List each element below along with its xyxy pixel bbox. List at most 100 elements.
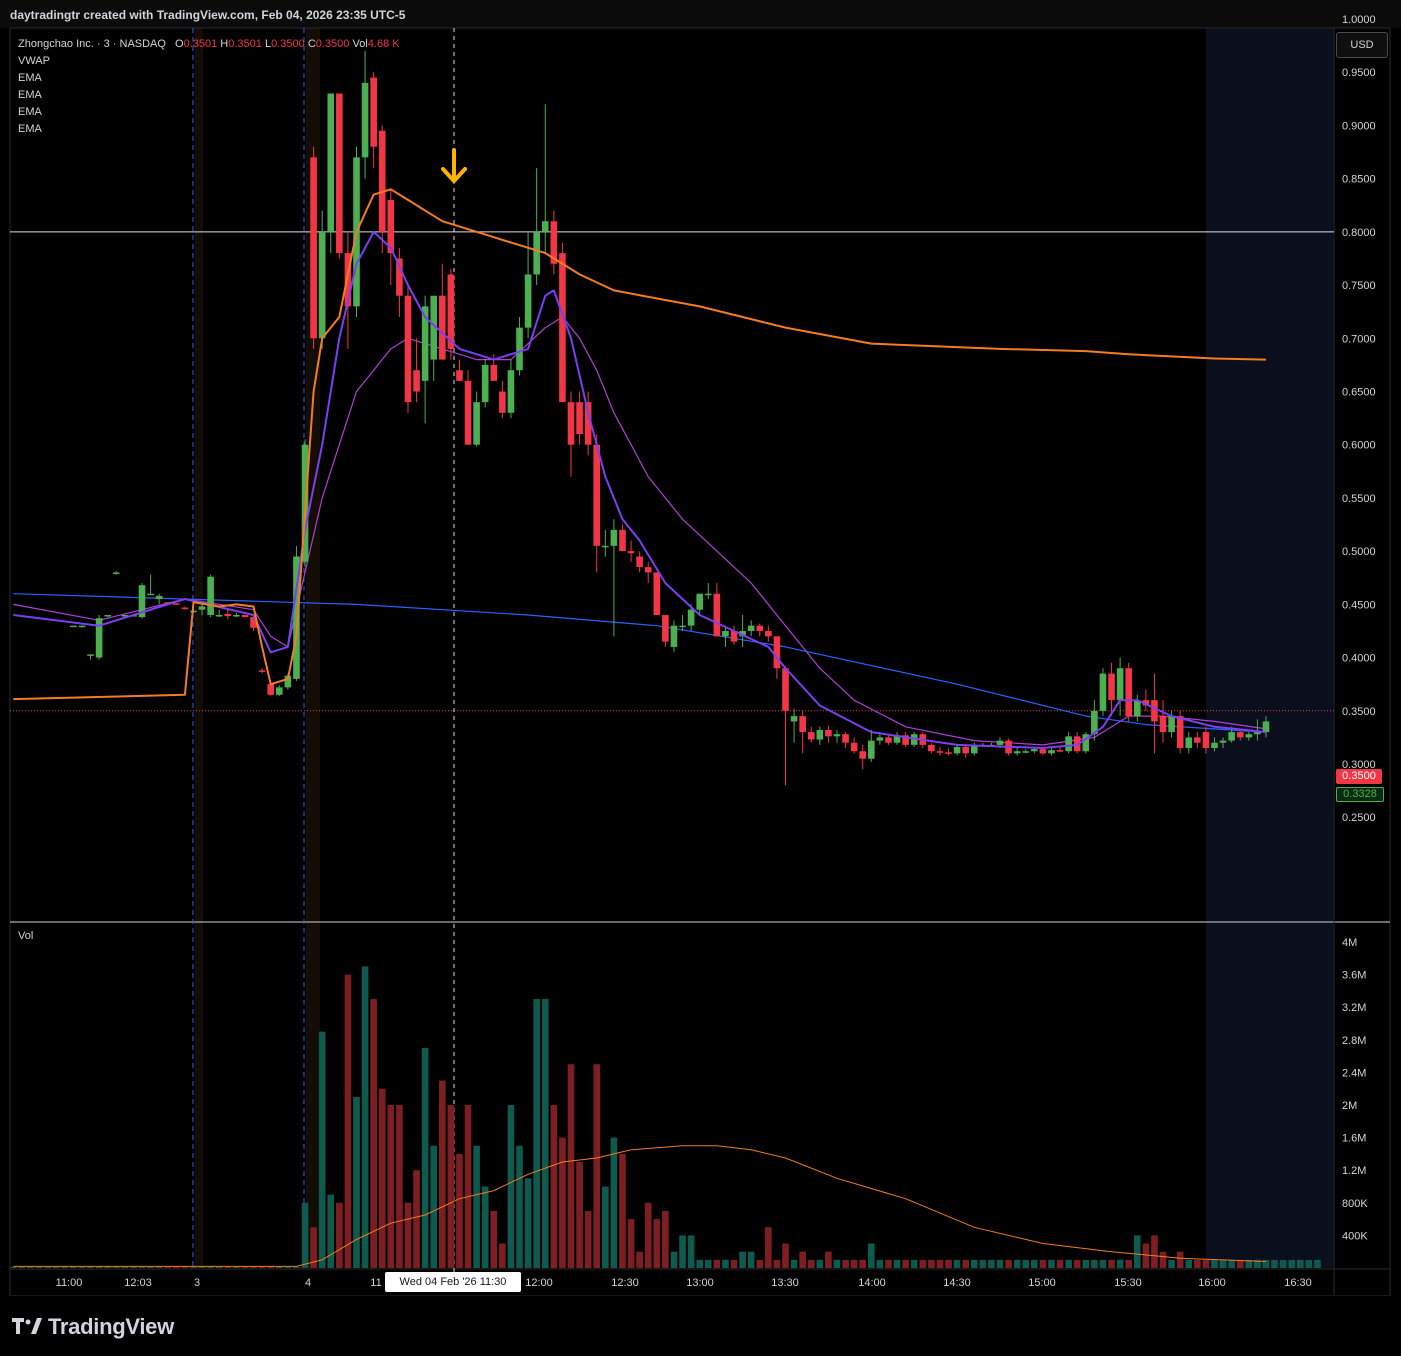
candle-body [224, 613, 232, 617]
volume-bar [44, 1267, 51, 1268]
candle-body [1082, 734, 1090, 752]
candle-body [1211, 742, 1218, 749]
volume-value: 4.68 K [367, 38, 400, 50]
currency-button[interactable]: USD [1336, 32, 1388, 58]
volume-axis-tick: 1.2M [1342, 1165, 1366, 1177]
volume-bar [1159, 1251, 1167, 1268]
volume-bar [155, 1267, 163, 1268]
volume-bar [284, 1267, 292, 1268]
candle-body [833, 734, 841, 737]
volume-bar [396, 1105, 403, 1268]
symbol-label[interactable]: Zhongchao Inc. · 3 · NASDAQ [18, 38, 166, 50]
volume-bar [1236, 1259, 1244, 1268]
volume-bar [481, 1186, 489, 1268]
indicator-ema-4[interactable]: EMA [18, 123, 42, 135]
candle-body [627, 551, 635, 554]
time-axis-tick: 16:30 [1284, 1277, 1312, 1289]
volume-bar [541, 999, 549, 1268]
volume-bar [722, 1259, 729, 1268]
candle-body [361, 82, 369, 158]
candle-body [396, 258, 403, 296]
volume-bar [353, 1096, 360, 1268]
candle-body [121, 615, 129, 617]
candle-body [1031, 749, 1038, 752]
volume-bar [1228, 1259, 1235, 1268]
candle-body [704, 593, 712, 596]
price-axis-tick: 0.9000 [1342, 120, 1376, 132]
candle-body [962, 746, 969, 754]
candle-body [1176, 716, 1184, 749]
candle-body [164, 602, 172, 604]
volume-bar [919, 1259, 927, 1268]
volume-bar [945, 1259, 952, 1268]
tradingview-logo[interactable]: TradingView [12, 1314, 174, 1340]
volume-bar [224, 1267, 232, 1268]
time-axis-tick: 16:00 [1198, 1277, 1226, 1289]
price-axis-tick: 0.7500 [1342, 280, 1376, 292]
candle-body [859, 751, 867, 759]
indicator-ema-1[interactable]: EMA [18, 72, 42, 84]
candle-body [1202, 732, 1210, 749]
volume-bar [807, 1259, 815, 1268]
volume-bar [70, 1267, 77, 1268]
indicator-ema-2[interactable]: EMA [18, 89, 42, 101]
after-hours-shade [1206, 28, 1333, 1268]
volume-bar [859, 1259, 867, 1268]
candle-body [1254, 732, 1261, 735]
volume-bar [52, 1267, 60, 1268]
candle-body [576, 402, 583, 435]
candle-body [619, 529, 626, 552]
volume-bar [910, 1259, 918, 1268]
candle-body [516, 327, 523, 371]
volume-bar [421, 1047, 429, 1268]
indicator-ema-3[interactable]: EMA [18, 106, 42, 118]
price-axis-tick: 0.7000 [1342, 333, 1376, 345]
candle-body [464, 380, 472, 445]
volume-bar [1185, 1259, 1193, 1268]
volume-bar [61, 1267, 69, 1268]
volume-bar [627, 1219, 635, 1268]
volume-axis-tick: 2M [1342, 1100, 1357, 1112]
volume-bar [790, 1259, 798, 1268]
volume-bar [35, 1267, 43, 1268]
candle-body [1013, 751, 1021, 754]
candle-body [670, 625, 678, 647]
volume-bar [876, 1259, 884, 1268]
volume-axis-tick: 800K [1342, 1198, 1368, 1210]
candle-body [481, 364, 489, 403]
candle-body [662, 615, 669, 642]
volume-bar [241, 1267, 249, 1268]
volume-bar [584, 1210, 592, 1268]
indicator-vwap[interactable]: VWAP [18, 55, 50, 67]
tradingview-brand: TradingView [48, 1314, 174, 1339]
volume-bar [610, 1137, 618, 1268]
volume-bar [928, 1259, 935, 1268]
candle-body [550, 221, 558, 264]
volume-bar [1279, 1259, 1287, 1268]
candle-body [953, 746, 961, 754]
volume-bar [1056, 1259, 1064, 1268]
volume-bar [1013, 1259, 1021, 1268]
volume-bar [644, 1202, 652, 1268]
volume-bar [267, 1267, 274, 1268]
candle-body [945, 752, 952, 754]
price-axis-tick: 0.6000 [1342, 440, 1376, 452]
candle-body [559, 253, 566, 403]
time-axis-tick: 14:00 [858, 1277, 886, 1289]
volume-bar [970, 1259, 978, 1268]
volume-bar [1048, 1259, 1055, 1268]
volume-bar [198, 1267, 206, 1268]
volume-bar [1202, 1259, 1210, 1268]
candle-body [765, 630, 772, 637]
candle-body [722, 630, 729, 637]
volume-bar [713, 1259, 721, 1268]
candle-body [636, 556, 643, 568]
attribution-bar: daytradingtr created with TradingView.co… [0, 0, 1401, 28]
volume-bar [953, 1259, 961, 1268]
volume-bar [1245, 1259, 1253, 1268]
candle-body [885, 737, 892, 743]
volume-bar [464, 1105, 472, 1268]
candle-body [275, 687, 283, 695]
price-axis-tick: 0.9500 [1342, 67, 1376, 79]
